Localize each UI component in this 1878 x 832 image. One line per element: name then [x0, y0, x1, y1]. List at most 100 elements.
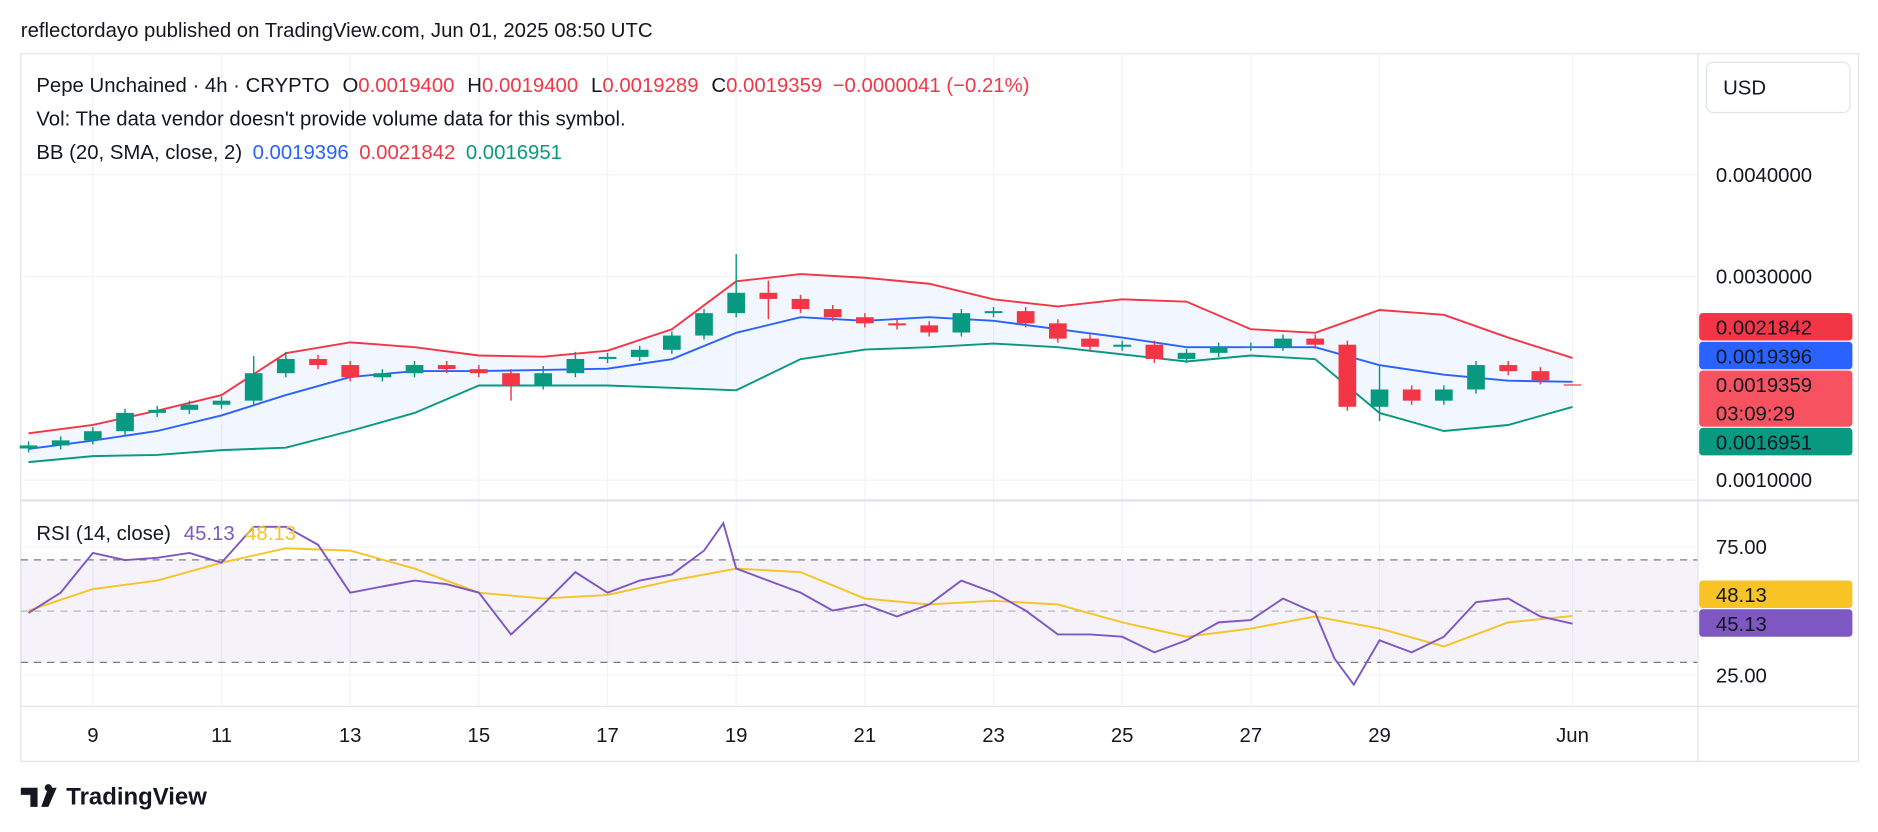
axis-badge — [1699, 580, 1853, 609]
candle-body — [1467, 365, 1485, 390]
y-tick-label: 0.0040000 — [1716, 165, 1812, 187]
ohlc-value: 0.0019400 — [482, 75, 578, 97]
candle-body — [437, 365, 456, 370]
candle-body — [1338, 344, 1357, 407]
axis-badge-label: 0.0019359 — [1716, 375, 1812, 397]
candle-body — [1145, 344, 1164, 359]
publish-header: reflectordayo published on TradingView.c… — [21, 20, 653, 42]
currency-label[interactable]: USD — [1723, 78, 1766, 100]
ohlc-value: 0.0019289 — [602, 75, 698, 97]
candle-body — [630, 349, 649, 357]
candle-body — [1531, 371, 1550, 381]
candle-body — [663, 335, 681, 350]
candle-body — [212, 400, 231, 405]
symbol-name: Pepe Unchained · 4h · CRYPTO — [36, 75, 329, 97]
axis-badge — [1699, 341, 1853, 370]
candle-body — [1209, 346, 1228, 353]
candle-body — [1370, 389, 1389, 407]
bb-value: 0.0016951 — [466, 142, 562, 164]
candle-body — [1016, 311, 1035, 324]
candle-body — [1499, 365, 1518, 372]
candle-body — [1306, 338, 1325, 345]
x-tick-label: 21 — [854, 725, 877, 747]
candle-body — [180, 404, 199, 410]
rsi-ma-value: 48.13 — [245, 523, 296, 545]
candle-body — [116, 412, 134, 432]
x-tick-label: 27 — [1240, 725, 1263, 747]
rsi-line — [28, 521, 1573, 687]
axis-badge — [1699, 427, 1853, 456]
candle-body — [1563, 384, 1582, 386]
candle-body — [727, 292, 746, 314]
x-tick-label: 15 — [468, 725, 491, 747]
ohlc-value: 0.0019400 — [358, 75, 454, 97]
candle-body — [759, 292, 778, 299]
candle-body — [373, 373, 392, 378]
axis-badge-countdown: 03:09:29 — [1716, 404, 1795, 426]
chart-frame — [20, 53, 1859, 762]
x-tick-label: 23 — [982, 725, 1005, 747]
x-tick-label: 9 — [87, 725, 98, 747]
candle-body — [1113, 344, 1132, 347]
candle-body — [1402, 389, 1421, 401]
candle-body — [244, 373, 263, 401]
axis-badge-label: 0.0019396 — [1716, 346, 1812, 368]
axis-badge-label: 45.13 — [1716, 614, 1767, 636]
x-tick-label: 19 — [725, 725, 748, 747]
candle-body — [51, 440, 70, 446]
rsi-title: RSI (14, close) — [36, 523, 171, 545]
axis-badge — [1699, 312, 1853, 341]
bollinger-lower — [28, 342, 1573, 464]
axis-badge-label: 0.0021842 — [1716, 318, 1812, 340]
x-tick-label: 11 — [211, 725, 232, 747]
x-tick-label: 13 — [339, 725, 362, 747]
y-tick-label: 0.0030000 — [1716, 267, 1812, 289]
candle-body — [84, 431, 102, 441]
axis-badge-label: 0.0016951 — [1716, 432, 1812, 454]
bb-value: 0.0021842 — [359, 142, 455, 164]
ohlc-label: H — [467, 75, 482, 97]
rsi-line — [28, 547, 1573, 648]
candle-body — [19, 445, 38, 449]
candle-body — [148, 409, 167, 413]
candle-body — [566, 358, 585, 374]
candle-body — [920, 325, 939, 333]
volume-note: Vol: The data vendor doesn't provide vol… — [36, 109, 625, 131]
y-tick-label: 75.00 — [1716, 537, 1767, 559]
candle-body — [277, 358, 295, 374]
candle-body — [952, 313, 971, 333]
x-tick-label: 25 — [1111, 725, 1134, 747]
symbol-legend: Pepe Unchained · 4h · CRYPTO O0.0019400 … — [36, 75, 1029, 97]
ohlc-label: O — [342, 75, 358, 97]
currency-button[interactable] — [1705, 61, 1851, 114]
candle-body — [598, 356, 617, 359]
candle-body — [984, 311, 1003, 314]
candle-body — [1081, 338, 1099, 347]
brand-name: TradingView — [66, 783, 207, 810]
plot-layer: 9 11 13 15 17 19 21 23 25 27 29 Jun 0.0010000 0.00300… — [19, 53, 1853, 747]
candle-body — [502, 373, 520, 386]
candle-body — [1049, 323, 1067, 339]
candle-body — [1242, 346, 1260, 348]
ohlc-label: L — [591, 75, 602, 97]
candle-body — [1435, 389, 1453, 401]
candle-body — [1274, 338, 1292, 347]
candle-body — [470, 369, 488, 374]
axis-badge — [1699, 370, 1853, 427]
axis-badge — [1699, 609, 1853, 637]
candle-body — [695, 313, 713, 336]
ohlc-value: 0.0019359 — [726, 75, 822, 97]
price-change: −0.0000041 (−0.21%) — [833, 75, 1030, 97]
candle-body — [1177, 352, 1196, 359]
candle-body — [856, 317, 874, 324]
bb-title: BB (20, SMA, close, 2) — [36, 142, 242, 164]
candle-body — [888, 323, 906, 326]
logo-mark — [20, 784, 57, 807]
candle-body — [405, 365, 424, 374]
y-tick-label: 0.0010000 — [1716, 470, 1812, 492]
candle-body — [534, 373, 553, 386]
candle-body — [309, 358, 327, 366]
candle-body — [791, 298, 810, 310]
x-tick-label: 17 — [596, 725, 619, 747]
